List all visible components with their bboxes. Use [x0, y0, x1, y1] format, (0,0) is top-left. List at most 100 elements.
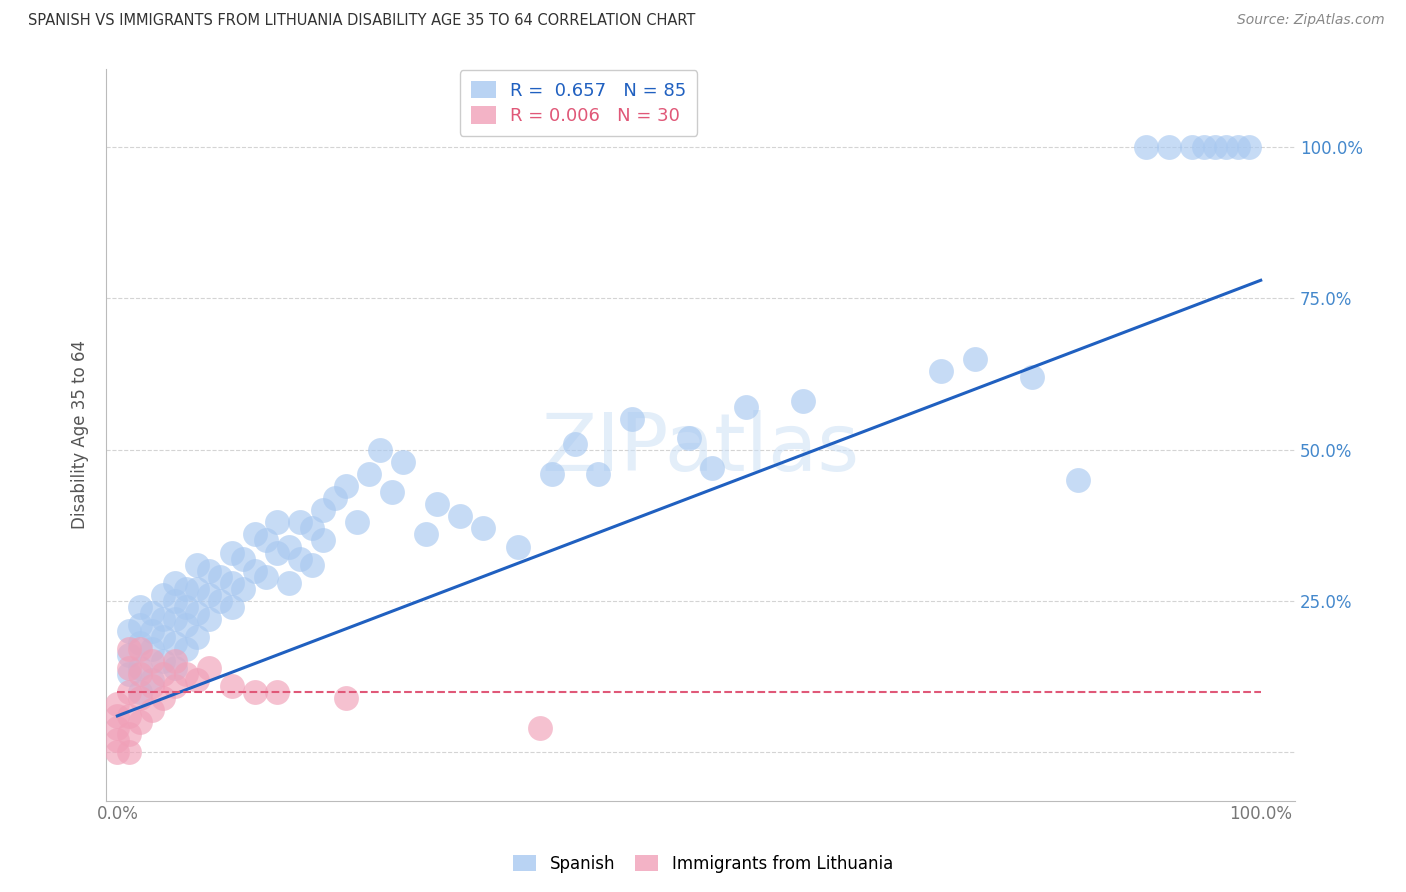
- Point: [243, 684, 266, 698]
- Point: [381, 485, 404, 500]
- Point: [243, 527, 266, 541]
- Point: [186, 606, 208, 620]
- Point: [277, 540, 299, 554]
- Point: [266, 545, 288, 559]
- Point: [129, 618, 152, 632]
- Point: [152, 666, 174, 681]
- Point: [301, 521, 323, 535]
- Point: [129, 684, 152, 698]
- Point: [129, 690, 152, 705]
- Point: [163, 655, 186, 669]
- Point: [368, 442, 391, 457]
- Point: [335, 690, 357, 705]
- Point: [141, 673, 163, 687]
- Point: [129, 666, 152, 681]
- Point: [540, 467, 562, 481]
- Point: [735, 401, 758, 415]
- Point: [163, 660, 186, 674]
- Point: [1239, 140, 1261, 154]
- Point: [129, 660, 152, 674]
- Point: [152, 588, 174, 602]
- Point: [678, 431, 700, 445]
- Point: [312, 533, 335, 548]
- Point: [266, 684, 288, 698]
- Point: [1204, 140, 1226, 154]
- Point: [1159, 140, 1181, 154]
- Point: [266, 516, 288, 530]
- Point: [1181, 140, 1204, 154]
- Point: [163, 575, 186, 590]
- Point: [277, 575, 299, 590]
- Point: [529, 721, 551, 735]
- Point: [118, 642, 141, 657]
- Point: [186, 630, 208, 644]
- Point: [141, 655, 163, 669]
- Point: [105, 745, 128, 759]
- Point: [152, 655, 174, 669]
- Text: SPANISH VS IMMIGRANTS FROM LITHUANIA DISABILITY AGE 35 TO 64 CORRELATION CHART: SPANISH VS IMMIGRANTS FROM LITHUANIA DIS…: [28, 13, 696, 29]
- Point: [232, 582, 254, 596]
- Point: [1021, 370, 1043, 384]
- Point: [129, 714, 152, 729]
- Point: [963, 351, 986, 366]
- Point: [186, 582, 208, 596]
- Point: [1226, 140, 1249, 154]
- Y-axis label: Disability Age 35 to 64: Disability Age 35 to 64: [72, 340, 89, 529]
- Point: [163, 612, 186, 626]
- Point: [290, 516, 312, 530]
- Point: [346, 516, 368, 530]
- Point: [118, 745, 141, 759]
- Point: [105, 733, 128, 747]
- Point: [105, 721, 128, 735]
- Point: [564, 436, 586, 450]
- Point: [254, 570, 277, 584]
- Point: [198, 612, 221, 626]
- Point: [118, 666, 141, 681]
- Point: [1215, 140, 1237, 154]
- Point: [357, 467, 380, 481]
- Point: [232, 551, 254, 566]
- Point: [506, 540, 529, 554]
- Point: [118, 684, 141, 698]
- Point: [209, 594, 232, 608]
- Point: [221, 545, 243, 559]
- Point: [221, 679, 243, 693]
- Legend: R =  0.657   N = 85, R = 0.006   N = 30: R = 0.657 N = 85, R = 0.006 N = 30: [460, 70, 697, 136]
- Point: [586, 467, 609, 481]
- Point: [449, 509, 471, 524]
- Point: [152, 630, 174, 644]
- Point: [129, 642, 152, 657]
- Point: [141, 703, 163, 717]
- Point: [323, 491, 346, 505]
- Point: [141, 606, 163, 620]
- Point: [198, 660, 221, 674]
- Point: [118, 727, 141, 741]
- Point: [129, 636, 152, 650]
- Point: [335, 479, 357, 493]
- Point: [118, 624, 141, 639]
- Point: [174, 582, 197, 596]
- Point: [105, 697, 128, 711]
- Point: [1192, 140, 1215, 154]
- Point: [186, 673, 208, 687]
- Point: [163, 594, 186, 608]
- Point: [198, 588, 221, 602]
- Point: [1135, 140, 1157, 154]
- Point: [118, 660, 141, 674]
- Point: [426, 497, 449, 511]
- Point: [620, 412, 643, 426]
- Point: [186, 558, 208, 572]
- Point: [312, 503, 335, 517]
- Text: ZIPatlas: ZIPatlas: [541, 410, 859, 488]
- Point: [152, 690, 174, 705]
- Point: [174, 642, 197, 657]
- Point: [929, 364, 952, 378]
- Point: [792, 394, 814, 409]
- Point: [221, 599, 243, 614]
- Point: [301, 558, 323, 572]
- Text: Source: ZipAtlas.com: Source: ZipAtlas.com: [1237, 13, 1385, 28]
- Point: [392, 455, 415, 469]
- Point: [163, 679, 186, 693]
- Point: [243, 564, 266, 578]
- Point: [118, 709, 141, 723]
